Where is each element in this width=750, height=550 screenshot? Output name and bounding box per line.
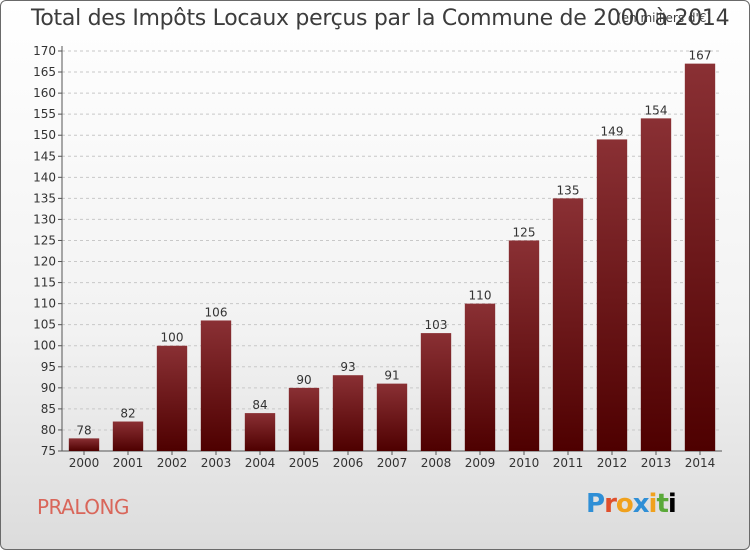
bar xyxy=(244,413,276,451)
bar-value-label: 100 xyxy=(161,331,184,345)
bar xyxy=(508,240,540,451)
bar-value-label: 125 xyxy=(513,225,536,239)
chart-subtitle: (en milliers d'€) xyxy=(617,11,712,25)
commune-name: PRALONG xyxy=(37,495,129,519)
bar xyxy=(552,198,584,451)
logo-letter: i xyxy=(648,489,658,519)
bar-value-label: 93 xyxy=(340,360,355,374)
bar xyxy=(684,63,716,451)
x-tick-label: 2009 xyxy=(465,456,496,470)
bar-value-label: 103 xyxy=(425,318,448,332)
x-tick-label: 2006 xyxy=(333,456,364,470)
bar-value-label: 110 xyxy=(469,289,492,303)
bar-value-label: 167 xyxy=(689,49,712,63)
bar xyxy=(640,118,672,452)
bar-value-label: 84 xyxy=(252,398,267,412)
labels: 75 80 85 90 95 100 105 110 115 120 125 130 135 140 145… xyxy=(33,44,715,470)
x-tick-label: 2014 xyxy=(685,456,716,470)
bar-value-label: 106 xyxy=(205,305,228,319)
bar-value-label: 154 xyxy=(645,103,668,117)
bar-value-label: 149 xyxy=(601,124,624,138)
y-tick-label: 120 xyxy=(33,255,56,269)
bar xyxy=(156,345,188,451)
y-tick-label: 130 xyxy=(33,212,56,226)
bar xyxy=(464,303,496,451)
y-tick-label: 155 xyxy=(33,107,56,121)
bar-value-label: 135 xyxy=(557,183,580,197)
x-tick-label: 2002 xyxy=(157,456,188,470)
y-tick-label: 170 xyxy=(33,44,56,58)
y-tick-label: 80 xyxy=(41,423,56,437)
x-tick-label: 2005 xyxy=(289,456,320,470)
y-tick-label: 90 xyxy=(41,381,56,395)
y-tick-label: 165 xyxy=(33,65,56,79)
bar xyxy=(288,387,320,451)
logo-letter: P xyxy=(586,489,605,519)
bar xyxy=(68,438,100,451)
y-tick-label: 95 xyxy=(41,360,56,374)
logo-letter: r xyxy=(604,489,617,519)
x-tick-label: 2013 xyxy=(641,456,672,470)
bar-value-label: 91 xyxy=(384,369,399,383)
x-tick-label: 2003 xyxy=(201,456,232,470)
y-tick-label: 135 xyxy=(33,191,56,205)
chart-title: Total des Impôts Locaux perçus par la Co… xyxy=(31,6,730,31)
y-tick-label: 115 xyxy=(33,276,56,290)
bar xyxy=(112,421,144,451)
bar xyxy=(200,320,232,451)
bar xyxy=(596,139,628,451)
y-tick-label: 100 xyxy=(33,339,56,353)
bar-value-label: 82 xyxy=(120,407,135,421)
x-tick-label: 2007 xyxy=(377,456,408,470)
logo-letter: x xyxy=(632,489,650,519)
logo-letter: o xyxy=(615,489,634,519)
y-tick-label: 125 xyxy=(33,233,56,247)
y-tick-label: 160 xyxy=(33,86,56,100)
bar xyxy=(420,333,452,451)
y-tick-label: 110 xyxy=(33,297,56,311)
logo-letter: t xyxy=(656,489,668,519)
bar-value-label: 90 xyxy=(296,373,311,387)
x-tick-label: 2004 xyxy=(245,456,276,470)
y-tick-label: 85 xyxy=(41,402,56,416)
bar xyxy=(376,383,408,451)
x-tick-label: 2000 xyxy=(69,456,100,470)
x-tick-label: 2010 xyxy=(509,456,540,470)
bar-value-label: 78 xyxy=(76,423,91,437)
bar xyxy=(332,375,364,451)
x-tick-label: 2012 xyxy=(597,456,628,470)
x-tick-label: 2001 xyxy=(113,456,144,470)
y-tick-label: 150 xyxy=(33,128,56,142)
bars xyxy=(68,63,716,452)
x-tick-label: 2011 xyxy=(553,456,584,470)
y-tick-label: 75 xyxy=(41,444,56,458)
y-tick-label: 140 xyxy=(33,170,56,184)
proxiti-logo: Proxiti xyxy=(586,489,677,519)
logo-letter: i xyxy=(667,489,677,519)
y-tick-label: 105 xyxy=(33,318,56,332)
x-tick-label: 2008 xyxy=(421,456,452,470)
y-tick-label: 145 xyxy=(33,149,56,163)
